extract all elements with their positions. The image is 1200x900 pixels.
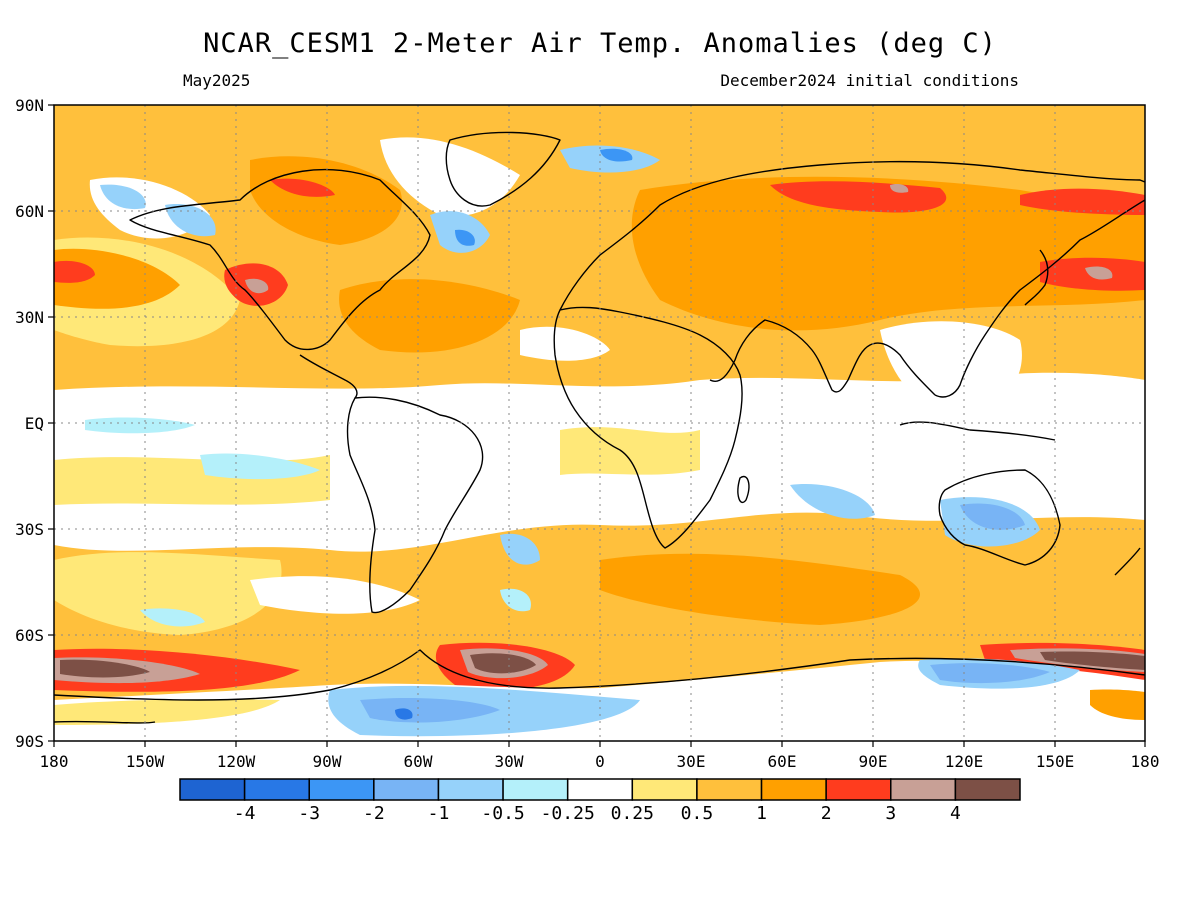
lat-label: EQ [25,414,44,433]
colorbar-label: -4 [234,803,256,824]
colorbar-swatch [179,778,246,801]
lon-label: 30E [677,752,706,771]
colorbar-swatch [760,778,827,801]
lon-label: 60W [404,752,433,771]
colorbar-swatch [825,778,892,801]
lat-label: 90S [15,732,44,751]
colorbar-swatch [373,778,440,801]
lon-label: 180 [1131,752,1160,771]
lon-label: 180 [40,752,69,771]
colorbar-label: -0.25 [541,803,595,824]
colorbar-swatch [308,778,375,801]
colorbar-label: -2 [363,803,385,824]
colorbar-labels: -4 -3 -2 -1 -0.5 -0.25 0.25 0.5 1 2 3 4 [234,803,961,824]
lat-label: 30N [15,308,44,327]
colorbar-swatch [954,778,1021,801]
colorbar-swatch [696,778,763,801]
colorbar-label: -0.5 [481,803,524,824]
lon-label: 90W [313,752,342,771]
lon-label: 90E [859,752,888,771]
lon-label: 60E [768,752,797,771]
lon-label: 30W [495,752,524,771]
initial-conditions-label: December2024 initial conditions [720,71,1019,90]
lon-label: 0 [595,752,605,771]
colorbar-label: -1 [428,803,450,824]
colorbar-label: 4 [950,803,961,824]
lon-label: 150E [1036,752,1075,771]
axis-ticks [48,104,1146,747]
lat-label: 60S [15,626,44,645]
colorbar-swatch [437,778,504,801]
lon-label: 150W [126,752,165,771]
colorbar-swatch [502,778,569,801]
graticule [54,105,1145,741]
colorbar-label: 1 [756,803,767,824]
lat-label: 60N [15,202,44,221]
colorbar-swatch [566,778,634,801]
lon-label: 120E [945,752,984,771]
colorbar-swatch [631,778,698,801]
lon-label: 120W [217,752,256,771]
colorbar-swatch [243,778,310,801]
longitude-labels: 180 150W 120W 90W 60W 30W 0 30E 60E 90E … [40,752,1160,771]
colorbar-label: 2 [821,803,832,824]
colorbar-label: 3 [885,803,896,824]
colorbar-label: 0.5 [681,803,714,824]
map-title: NCAR_CESM1 2-Meter Air Temp. Anomalies (… [203,28,997,59]
colorbar-label: -3 [298,803,320,824]
anomaly-field [54,105,1145,741]
lat-label: 30S [15,520,44,539]
latitude-labels: 90N 60N 30N EQ 30S 60S 90S [15,96,44,751]
colorbar-label: 0.25 [611,803,654,824]
colorbar [179,778,1021,801]
colorbar-swatch [890,778,957,801]
lat-label: 90N [15,96,44,115]
coastlines [54,131,1145,724]
valid-month-label: May2025 [183,71,251,90]
